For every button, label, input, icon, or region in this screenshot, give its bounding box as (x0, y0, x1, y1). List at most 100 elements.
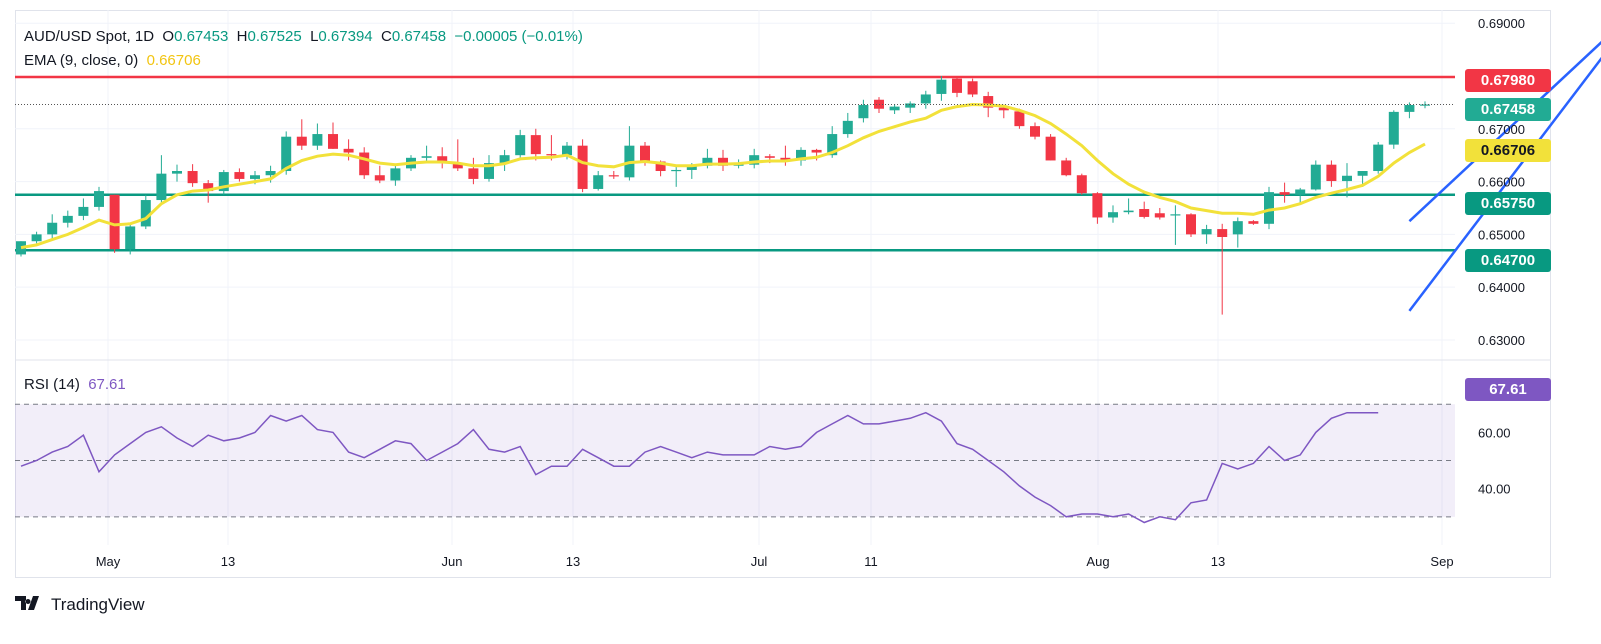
candle-body (1061, 160, 1072, 176)
candle (1186, 213, 1196, 237)
rsi-line (20, 411, 1379, 524)
candle (421, 145, 432, 164)
candle (1045, 134, 1056, 161)
candle (967, 78, 978, 98)
candle-body (452, 163, 463, 169)
candle-body (1014, 111, 1025, 127)
candle (31, 231, 42, 244)
candle-body (250, 175, 260, 179)
candle-body (842, 120, 853, 135)
candle-body (265, 171, 276, 176)
candle-body (499, 155, 510, 164)
candle (359, 147, 370, 179)
candle (796, 147, 806, 166)
candle-body (1264, 192, 1274, 224)
candle-body (437, 156, 448, 164)
candle-body (343, 148, 354, 153)
rsi-label: RSI (14) (24, 376, 80, 393)
candle-body (421, 156, 432, 158)
candle-body (62, 215, 73, 223)
candle-body (1139, 209, 1150, 217)
candle (593, 171, 604, 191)
candle (1030, 122, 1040, 140)
candle-body (328, 134, 338, 149)
candle-body (1420, 104, 1430, 106)
candle (1217, 223, 1228, 315)
candle-body (515, 135, 526, 156)
candle (187, 164, 198, 187)
candle-body (468, 168, 479, 179)
candle-body (16, 241, 26, 255)
candle (1326, 160, 1337, 187)
candle (296, 119, 307, 150)
candle-body (827, 134, 838, 156)
candle (499, 149, 510, 172)
candle (1154, 207, 1165, 220)
candle-body (1388, 111, 1399, 145)
candle-body (858, 105, 869, 119)
candle (452, 139, 463, 172)
candle-body (1357, 171, 1368, 176)
candlesticks (16, 75, 1430, 315)
candle-body (1170, 214, 1181, 216)
candle-body (780, 157, 791, 161)
candle (1295, 187, 1306, 204)
candle-body (1217, 229, 1228, 237)
price-tick-label: 0.64000 (1478, 280, 1525, 295)
candle (1279, 182, 1290, 203)
brand[interactable]: TradingView (15, 594, 145, 615)
candle-body (1279, 192, 1290, 195)
candle (312, 123, 323, 150)
candle-body (764, 156, 775, 158)
candle-body (905, 103, 916, 108)
legend-row-rsi: RSI (14) 67.61 (24, 376, 126, 393)
time-tick-label: 11 (864, 554, 878, 569)
candle-body (156, 173, 167, 201)
candle (234, 168, 245, 182)
candle-body (94, 191, 104, 207)
candle-body (608, 175, 619, 177)
candle (390, 165, 401, 186)
candle-body (577, 145, 588, 189)
horizontal-levels (15, 75, 1455, 252)
last-price-label: 0.67458 (1465, 98, 1551, 121)
support-price-label-1: 0.65750 (1465, 192, 1551, 215)
open-value: 0.67453 (174, 28, 229, 45)
price-tick-label: 0.67000 (1478, 122, 1525, 137)
candle (78, 198, 89, 221)
candle-body (1310, 164, 1321, 190)
candle (1342, 163, 1352, 198)
time-axis: May 13 Jun 13 Jul 11 Aug 13 Sep (96, 554, 1454, 569)
candle-body (484, 163, 494, 179)
candle (1076, 173, 1087, 195)
candle (889, 103, 900, 114)
support-price-label-2: 0.64700 (1465, 249, 1551, 272)
ema-price-label: 0.66706 (1465, 139, 1551, 162)
candle-body (1045, 136, 1056, 161)
candle-body (936, 79, 947, 94)
candle-body (203, 183, 214, 192)
candle-body (390, 168, 401, 181)
price-axis: 0.69000 0.67000 0.66000 0.65000 0.64000 0.630… (1478, 16, 1525, 348)
candle-body (889, 106, 900, 111)
candle (156, 155, 167, 203)
candle (874, 97, 884, 113)
candle (47, 214, 58, 240)
candle-body (374, 175, 385, 181)
candle (328, 122, 338, 149)
ema-line (20, 102, 1426, 250)
candle (1232, 217, 1243, 248)
time-tick-label: 13 (566, 554, 580, 569)
candle-body (281, 136, 292, 172)
candle (1061, 157, 1072, 177)
candle-body (671, 169, 682, 172)
candle (140, 194, 151, 230)
candle-body (1076, 175, 1087, 194)
rsi-value-label: 67.61 (1465, 378, 1551, 401)
candle-body (1108, 212, 1118, 218)
close-value: 0.67458 (391, 28, 447, 45)
candle (1310, 160, 1321, 191)
rsi-value: 67.61 (88, 376, 126, 393)
candle-body (234, 172, 245, 179)
